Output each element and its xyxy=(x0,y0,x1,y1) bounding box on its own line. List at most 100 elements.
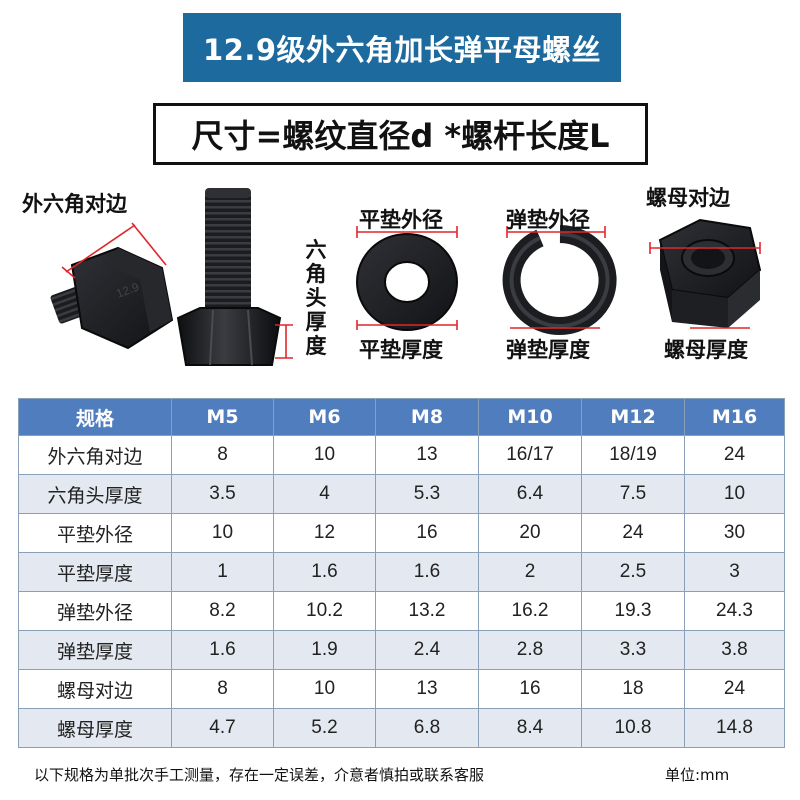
table-cell: 6.4 xyxy=(478,474,582,514)
table-row: 螺母厚度 4.7 5.2 6.8 8.4 10.8 14.8 xyxy=(18,708,785,748)
table-cell: 8.2 xyxy=(171,591,274,631)
table-cell: 5.3 xyxy=(375,474,479,514)
table-header-cell: M10 xyxy=(478,398,582,436)
table-cell: 16.2 xyxy=(478,591,582,631)
hex-nut xyxy=(658,218,762,328)
label-hex-across-flats: 外六角对边 xyxy=(22,192,127,216)
bolt-side-view: 12.9 xyxy=(50,246,174,350)
table-cell: 10 xyxy=(171,513,274,553)
label-head-thickness-char: 头 xyxy=(305,286,327,310)
table-cell: 19.3 xyxy=(581,591,685,631)
table-cell: 1.9 xyxy=(273,630,376,670)
label-spring-washer-thickness: 弹垫厚度 xyxy=(506,338,590,362)
table-cell: 10 xyxy=(273,435,376,475)
table-row-label: 六角头厚度 xyxy=(18,474,172,514)
flat-washer xyxy=(356,233,458,331)
table-cell: 4 xyxy=(273,474,376,514)
table-cell: 16/17 xyxy=(478,435,582,475)
label-flat-washer-od: 平垫外径 xyxy=(359,208,443,232)
title-banner: 12.9级外六角加长弹平母螺丝 xyxy=(183,13,621,82)
table-cell: 4.7 xyxy=(171,708,274,748)
table-cell: 13 xyxy=(375,669,479,709)
table-header-cell: M12 xyxy=(581,398,685,436)
table-row-label: 平垫厚度 xyxy=(18,552,172,592)
table-cell: 1.6 xyxy=(375,552,479,592)
table-cell: 8.4 xyxy=(478,708,582,748)
table-row: 弹垫外径 8.2 10.2 13.2 16.2 19.3 24.3 xyxy=(18,591,785,631)
table-cell: 2.4 xyxy=(375,630,479,670)
table-cell: 14.8 xyxy=(684,708,785,748)
table-cell: 13 xyxy=(375,435,479,475)
table-header-cell: 规格 xyxy=(18,398,172,436)
table-cell: 20 xyxy=(478,513,582,553)
table-row-label: 螺母对边 xyxy=(18,669,172,709)
table-cell: 1 xyxy=(171,552,274,592)
table-cell: 10.8 xyxy=(581,708,685,748)
spring-washer xyxy=(502,225,617,335)
bolt-standing-view xyxy=(176,188,282,366)
size-formula: 尺寸=螺纹直径d *螺杆长度L xyxy=(191,117,610,155)
table-cell: 3.8 xyxy=(684,630,785,670)
table-row: 平垫外径 10 12 16 20 24 30 xyxy=(18,513,785,553)
table-cell: 8 xyxy=(171,435,274,475)
table-cell: 3.3 xyxy=(581,630,685,670)
table-row: 平垫厚度 1 1.6 1.6 2 2.5 3 xyxy=(18,552,785,592)
spec-table: 规格 M5 M6 M8 M10 M12 M16 外六角对边 8 10 13 16… xyxy=(18,398,785,748)
label-head-thickness: 六 角 头 厚 度 xyxy=(304,238,328,358)
table-header-cell: M16 xyxy=(684,398,785,436)
table-row-label: 弹垫外径 xyxy=(18,591,172,631)
table-row-label: 弹垫厚度 xyxy=(18,630,172,670)
table-row: 弹垫厚度 1.6 1.9 2.4 2.8 3.3 3.8 xyxy=(18,630,785,670)
measurement-disclaimer: 以下规格为单批次手工测量，存在一定误差，介意者慎拍或联系客服 xyxy=(34,766,485,784)
table-row: 六角头厚度 3.5 4 5.3 6.4 7.5 10 xyxy=(18,474,785,514)
table-cell: 1.6 xyxy=(273,552,376,592)
label-flat-washer-thickness: 平垫厚度 xyxy=(359,338,443,362)
table-row-label: 外六角对边 xyxy=(18,435,172,475)
table-cell: 24 xyxy=(684,435,785,475)
label-nut-thickness: 螺母厚度 xyxy=(664,338,748,362)
table-cell: 30 xyxy=(684,513,785,553)
table-cell: 8 xyxy=(171,669,274,709)
table-cell: 7.5 xyxy=(581,474,685,514)
table-cell: 10.2 xyxy=(273,591,376,631)
label-head-thickness-char: 六 xyxy=(305,238,327,262)
table-cell: 3.5 xyxy=(171,474,274,514)
table-row: 外六角对边 8 10 13 16/17 18/19 24 xyxy=(18,435,785,475)
table-header-row: 规格 M5 M6 M8 M10 M12 M16 xyxy=(18,398,785,436)
table-row-label: 螺母厚度 xyxy=(18,708,172,748)
table-header-cell: M5 xyxy=(171,398,274,436)
label-head-thickness-char: 角 xyxy=(305,262,327,286)
dimension-lines xyxy=(61,222,761,359)
table-cell: 24 xyxy=(684,669,785,709)
table-cell: 2.8 xyxy=(478,630,582,670)
size-formula-box: 尺寸=螺纹直径d *螺杆长度L xyxy=(153,103,648,165)
table-cell: 18/19 xyxy=(581,435,685,475)
table-header-cell: M8 xyxy=(375,398,479,436)
table-cell: 24 xyxy=(581,513,685,553)
product-illustration: 12.9 xyxy=(0,170,800,390)
table-cell: 10 xyxy=(273,669,376,709)
table-cell: 2 xyxy=(478,552,582,592)
table-cell: 6.8 xyxy=(375,708,479,748)
table-row: 螺母对边 8 10 13 16 18 24 xyxy=(18,669,785,709)
table-row-label: 平垫外径 xyxy=(18,513,172,553)
table-cell: 16 xyxy=(478,669,582,709)
label-head-thickness-char: 厚 xyxy=(305,310,327,334)
fastener-drawing: 12.9 xyxy=(50,188,762,366)
label-spring-washer-od: 弹垫外径 xyxy=(506,208,590,232)
table-cell: 12 xyxy=(273,513,376,553)
table-cell: 3 xyxy=(684,552,785,592)
table-cell: 18 xyxy=(581,669,685,709)
table-cell: 24.3 xyxy=(684,591,785,631)
table-cell: 1.6 xyxy=(171,630,274,670)
unit-label: 单位:mm xyxy=(665,766,730,784)
table-header-cell: M6 xyxy=(273,398,376,436)
page-title: 12.9级外六角加长弹平母螺丝 xyxy=(202,32,602,67)
table-cell: 13.2 xyxy=(375,591,479,631)
table-cell: 2.5 xyxy=(581,552,685,592)
table-cell: 16 xyxy=(375,513,479,553)
table-cell: 5.2 xyxy=(273,708,376,748)
label-head-thickness-char: 度 xyxy=(305,334,327,358)
table-cell: 10 xyxy=(684,474,785,514)
label-nut-across-flats: 螺母对边 xyxy=(646,186,730,210)
